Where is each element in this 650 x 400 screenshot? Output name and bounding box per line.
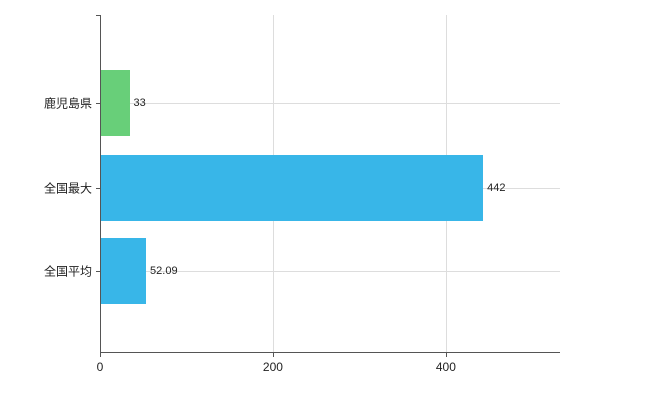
bar-0 xyxy=(101,70,130,136)
y-gridline xyxy=(100,103,560,104)
bar-1 xyxy=(101,155,484,221)
value-label: 33 xyxy=(133,97,146,109)
x-tick-label: 0 xyxy=(96,360,104,374)
value-label: 52.09 xyxy=(150,265,178,277)
x-tick-label: 400 xyxy=(435,360,456,374)
category-label: 全国最大 xyxy=(43,181,92,196)
y-axis xyxy=(100,15,101,353)
y-axis-top-tick xyxy=(96,15,100,16)
y-axis-tick xyxy=(96,188,100,189)
bar-2 xyxy=(101,238,147,304)
x-axis xyxy=(100,352,560,353)
x-axis-tick xyxy=(100,352,101,357)
y-axis-tick xyxy=(96,271,100,272)
category-label: 鹿児島県 xyxy=(43,96,92,111)
y-gridline xyxy=(100,271,560,272)
category-label: 全国平均 xyxy=(43,264,92,279)
x-axis-tick xyxy=(272,352,274,357)
y-axis-tick xyxy=(96,103,100,104)
x-axis-tick xyxy=(445,352,447,357)
value-label: 442 xyxy=(487,182,506,194)
x-tick-label: 200 xyxy=(262,360,283,374)
